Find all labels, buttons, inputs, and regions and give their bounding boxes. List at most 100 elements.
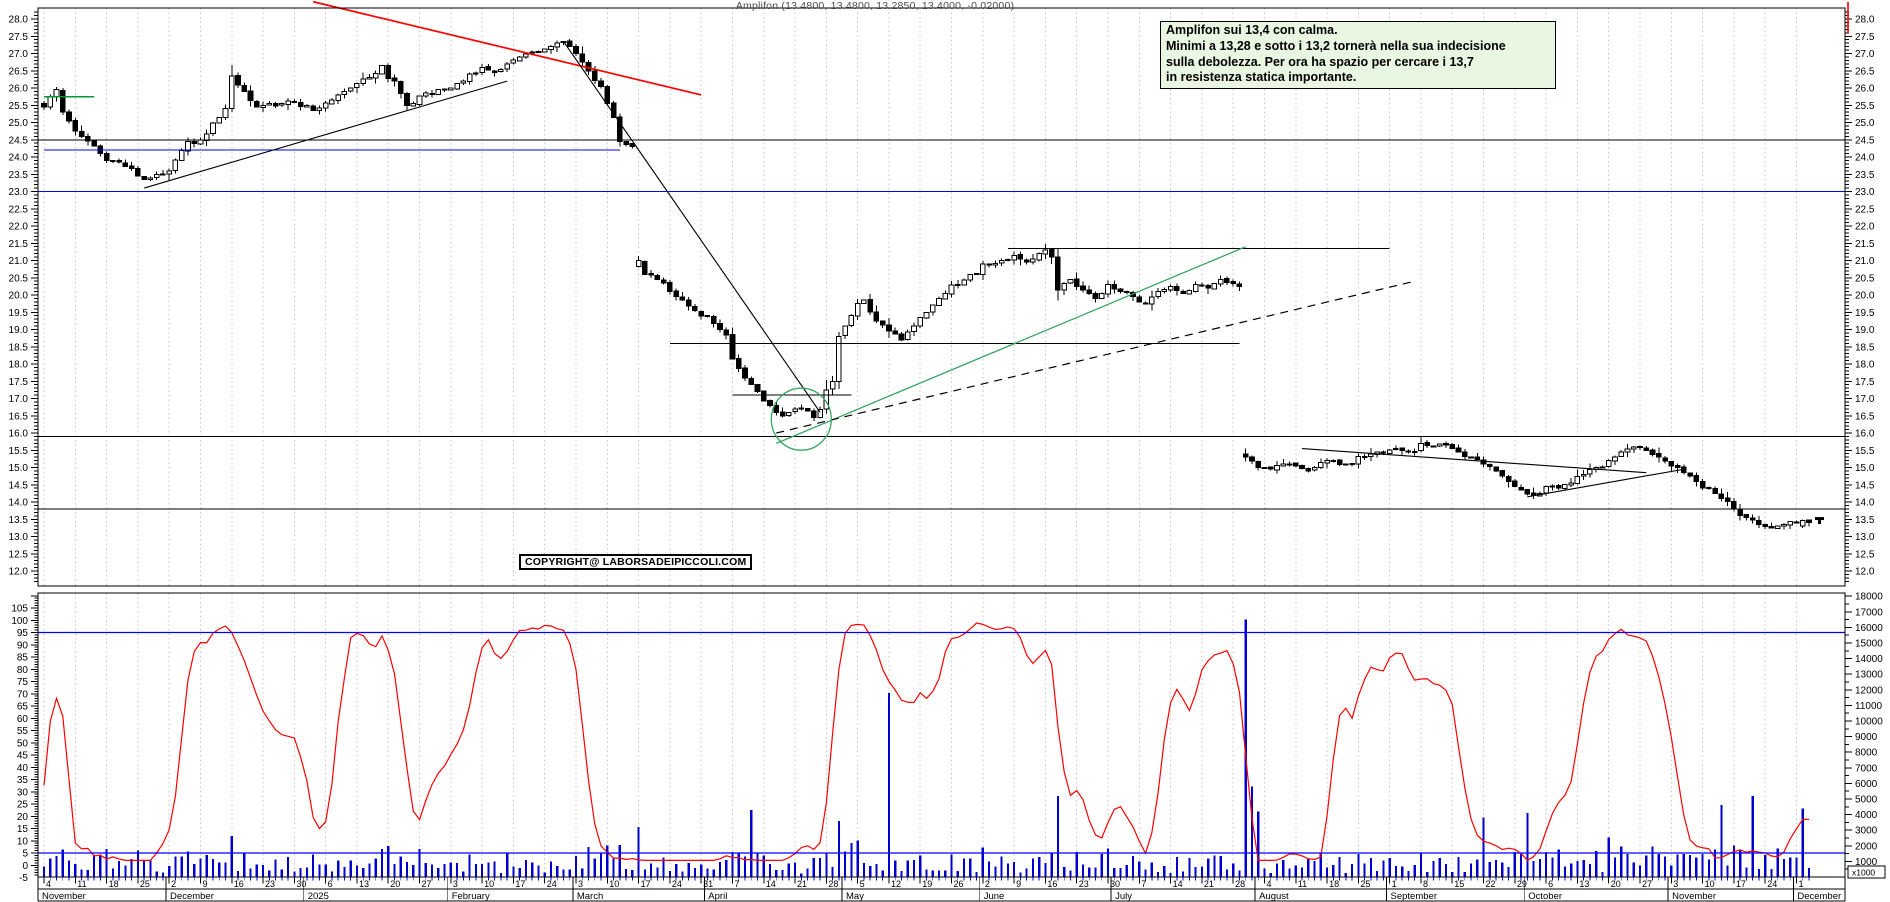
svg-text:14.5: 14.5 bbox=[1855, 480, 1875, 491]
svg-text:22.5: 22.5 bbox=[9, 204, 29, 215]
svg-text:0: 0 bbox=[22, 861, 28, 872]
annotation-line: Minimi a 13,28 e sotto i 13,2 tornerà ne… bbox=[1166, 38, 1506, 53]
svg-text:3: 3 bbox=[1673, 879, 1678, 889]
svg-text:23: 23 bbox=[1079, 879, 1089, 889]
svg-text:50: 50 bbox=[17, 738, 29, 749]
svg-text:12000: 12000 bbox=[1855, 685, 1883, 696]
svg-text:10: 10 bbox=[609, 879, 619, 889]
svg-text:December: December bbox=[170, 891, 214, 902]
svg-text:17: 17 bbox=[515, 879, 525, 889]
svg-text:14: 14 bbox=[766, 879, 776, 889]
svg-text:7: 7 bbox=[1141, 879, 1146, 889]
svg-text:16: 16 bbox=[234, 879, 244, 889]
svg-text:25.0: 25.0 bbox=[9, 118, 29, 129]
svg-text:19.0: 19.0 bbox=[1855, 325, 1875, 336]
svg-text:27: 27 bbox=[422, 879, 432, 889]
svg-text:16.0: 16.0 bbox=[1855, 429, 1875, 440]
svg-text:27.5: 27.5 bbox=[1855, 32, 1875, 43]
svg-text:15.0: 15.0 bbox=[9, 463, 29, 474]
svg-text:x1000: x1000 bbox=[1852, 868, 1875, 878]
svg-text:April: April bbox=[708, 891, 727, 902]
svg-text:19.0: 19.0 bbox=[9, 325, 29, 336]
svg-text:23: 23 bbox=[265, 879, 275, 889]
svg-text:13: 13 bbox=[1579, 879, 1589, 889]
svg-text:9: 9 bbox=[202, 879, 207, 889]
svg-text:29: 29 bbox=[1517, 879, 1527, 889]
svg-text:12.0: 12.0 bbox=[9, 567, 29, 578]
svg-text:22.0: 22.0 bbox=[9, 222, 29, 233]
svg-text:23.0: 23.0 bbox=[1855, 187, 1875, 198]
svg-text:18: 18 bbox=[109, 879, 119, 889]
svg-text:11: 11 bbox=[1298, 879, 1307, 889]
svg-text:24.0: 24.0 bbox=[1855, 153, 1875, 164]
svg-text:2000: 2000 bbox=[1855, 841, 1878, 852]
chart-title: Amplifon (13.4800, 13.4800, 13.2850, 13.… bbox=[735, 0, 1015, 12]
svg-text:20.0: 20.0 bbox=[1855, 291, 1875, 302]
svg-text:90: 90 bbox=[17, 640, 29, 651]
svg-text:24.0: 24.0 bbox=[9, 153, 29, 164]
svg-text:18.0: 18.0 bbox=[9, 360, 29, 371]
svg-text:7000: 7000 bbox=[1855, 763, 1878, 774]
svg-text:28: 28 bbox=[1235, 879, 1245, 889]
svg-text:45: 45 bbox=[17, 751, 29, 762]
svg-text:15.5: 15.5 bbox=[1855, 446, 1875, 457]
svg-text:20: 20 bbox=[390, 879, 400, 889]
svg-text:75: 75 bbox=[17, 677, 29, 688]
svg-text:15.0: 15.0 bbox=[1855, 463, 1875, 474]
svg-text:1: 1 bbox=[1798, 879, 1803, 889]
svg-text:-5: -5 bbox=[19, 873, 28, 884]
svg-text:5000: 5000 bbox=[1855, 795, 1878, 806]
svg-text:25: 25 bbox=[1360, 879, 1370, 889]
svg-text:18.5: 18.5 bbox=[1855, 342, 1875, 353]
svg-text:40: 40 bbox=[17, 763, 29, 774]
annotation-line: in resistenza statica importante. bbox=[1166, 70, 1357, 85]
svg-text:85: 85 bbox=[17, 653, 29, 664]
svg-text:16.5: 16.5 bbox=[9, 411, 29, 422]
svg-text:13.5: 13.5 bbox=[9, 515, 29, 526]
svg-text:15000: 15000 bbox=[1855, 639, 1883, 650]
svg-text:February: February bbox=[452, 891, 490, 902]
svg-text:August: August bbox=[1259, 891, 1289, 902]
svg-text:October: October bbox=[1528, 891, 1562, 902]
svg-text:2: 2 bbox=[171, 879, 176, 889]
svg-text:25.5: 25.5 bbox=[1855, 101, 1875, 112]
svg-text:12.5: 12.5 bbox=[9, 549, 29, 560]
svg-text:24: 24 bbox=[672, 879, 682, 889]
svg-text:14: 14 bbox=[1173, 879, 1183, 889]
svg-text:4000: 4000 bbox=[1855, 810, 1878, 821]
svg-text:13: 13 bbox=[359, 879, 369, 889]
svg-text:21.0: 21.0 bbox=[9, 256, 29, 267]
svg-text:September: September bbox=[1391, 891, 1437, 902]
svg-text:11000: 11000 bbox=[1855, 701, 1883, 712]
svg-text:July: July bbox=[1115, 891, 1132, 902]
svg-text:27.0: 27.0 bbox=[1855, 49, 1875, 60]
svg-text:20.5: 20.5 bbox=[1855, 273, 1875, 284]
svg-text:4: 4 bbox=[46, 879, 51, 889]
svg-text:60: 60 bbox=[17, 714, 29, 725]
svg-text:20: 20 bbox=[17, 812, 29, 823]
svg-text:26.0: 26.0 bbox=[1855, 84, 1875, 95]
svg-text:26.5: 26.5 bbox=[9, 66, 29, 77]
svg-text:14.5: 14.5 bbox=[9, 480, 29, 491]
svg-text:3: 3 bbox=[578, 879, 583, 889]
svg-text:20.0: 20.0 bbox=[9, 291, 29, 302]
svg-text:16.5: 16.5 bbox=[1855, 411, 1875, 422]
svg-text:21.5: 21.5 bbox=[1855, 239, 1875, 250]
svg-text:55: 55 bbox=[17, 726, 29, 737]
svg-text:17: 17 bbox=[1736, 879, 1746, 889]
svg-text:March: March bbox=[577, 891, 603, 902]
svg-text:December: December bbox=[1797, 891, 1841, 902]
svg-text:14.0: 14.0 bbox=[1855, 498, 1875, 509]
svg-text:May: May bbox=[846, 891, 864, 902]
svg-text:27.5: 27.5 bbox=[9, 32, 29, 43]
svg-text:24.5: 24.5 bbox=[1855, 135, 1875, 146]
svg-text:21.0: 21.0 bbox=[1855, 256, 1875, 267]
svg-text:18.5: 18.5 bbox=[9, 342, 29, 353]
svg-text:6: 6 bbox=[1548, 879, 1553, 889]
svg-text:22: 22 bbox=[1486, 879, 1496, 889]
svg-text:30: 30 bbox=[1110, 879, 1120, 889]
svg-text:21: 21 bbox=[797, 879, 807, 889]
svg-text:10: 10 bbox=[17, 836, 29, 847]
svg-text:26.5: 26.5 bbox=[1855, 66, 1875, 77]
